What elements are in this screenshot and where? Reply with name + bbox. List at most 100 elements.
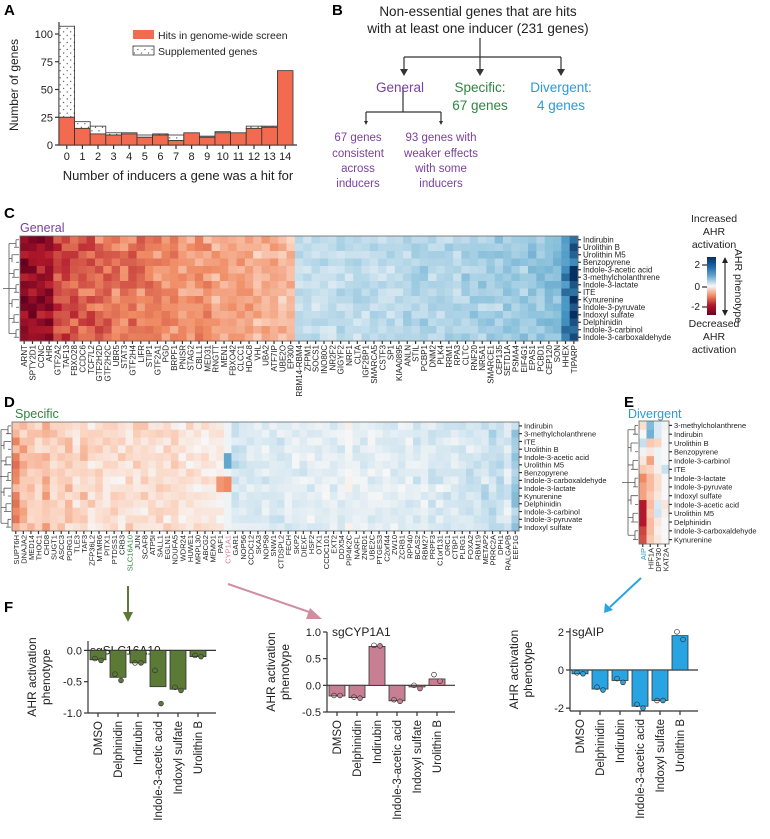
heatmap-cell: [216, 499, 225, 509]
heatmap-cell: [133, 429, 142, 438]
heatmap-cell: [488, 476, 497, 485]
column-label: TCF7L2: [87, 344, 96, 373]
heatmap-cell: [87, 453, 96, 462]
heatmap-cell: [378, 333, 387, 342]
heatmap-cell: [111, 258, 121, 267]
heatmap-cell: [436, 318, 446, 327]
heatmap-cell: [236, 236, 246, 244]
heatmap-cell: [511, 460, 520, 470]
data-point: [371, 642, 377, 649]
heatmap-cell: [12, 507, 20, 516]
sub1-line1: 67 genes: [334, 132, 382, 144]
heatmap-cell: [478, 273, 487, 282]
heatmap-cell: [428, 492, 437, 501]
heatmap-cell: [361, 236, 371, 244]
heatmap-cell: [413, 460, 422, 470]
column-label: SLC16A10: [125, 535, 134, 571]
heatmap-cell: [654, 535, 662, 545]
heatmap-cell: [223, 437, 232, 446]
panel-label-f: F: [4, 599, 13, 616]
heatmap-cell: [386, 333, 396, 342]
heatmap-cell: [223, 476, 232, 485]
heatmap-cell: [186, 515, 195, 524]
heatmap-cell: [223, 515, 232, 524]
bar: [631, 669, 649, 707]
row-label: Kynurenine: [674, 535, 712, 544]
heatmap-cell: [119, 266, 129, 274]
heatmap-cell: [481, 460, 490, 470]
heatmap-cell: [27, 422, 36, 431]
column-label: GIGYF2: [337, 344, 346, 374]
heatmap-cell: [319, 303, 329, 312]
heatmap-cell: [639, 464, 647, 475]
heatmap-cell: [87, 507, 96, 516]
heatmap-cell: [201, 445, 210, 454]
heatmap-cell: [36, 303, 46, 312]
heatmap-cell: [390, 460, 399, 470]
column-label: EGLN1: [163, 535, 172, 560]
heatmap-cell: [78, 318, 88, 327]
heatmap-cell: [244, 318, 254, 327]
heatmap-cell: [528, 281, 537, 289]
heatmap-cell: [353, 273, 362, 282]
heatmap-cell: [12, 445, 20, 454]
row-label: ITE: [524, 437, 536, 446]
row-label: Indole-3-acetic acid: [524, 453, 589, 462]
column-label: TLE3: [72, 535, 81, 553]
heatmap-cell: [494, 318, 504, 327]
heatmap-cell: [569, 258, 579, 267]
heatmap-cell: [211, 288, 221, 297]
heatmap-cell: [561, 281, 571, 289]
heatmap-cell: [390, 499, 399, 509]
heatmap-cell: [12, 422, 20, 431]
heatmap-cell: [503, 311, 512, 319]
heatmap-cell: [314, 484, 323, 493]
heatmap-cell: [646, 500, 655, 510]
heatmap-cell: [328, 236, 337, 244]
heatmap-cell: [453, 288, 462, 297]
heatmap-cell: [307, 484, 316, 493]
bar: [428, 678, 446, 686]
heatmap-cell: [511, 311, 521, 319]
heatmap-cell: [488, 437, 497, 446]
heatmap-cell: [322, 468, 331, 477]
heatmap-cell: [561, 243, 571, 252]
heatmap-cell: [261, 484, 270, 493]
heatmap-cell: [170, 507, 179, 516]
heatmap-cell: [503, 318, 512, 327]
heatmap-cell: [536, 333, 546, 342]
heatmap-cell: [186, 333, 196, 342]
column-label: GTF2H2D: [95, 345, 104, 382]
heatmap-cell: [94, 296, 104, 304]
heatmap-cell: [201, 507, 210, 516]
heatmap-cell: [94, 266, 104, 274]
heatmap-cell: [367, 499, 376, 509]
heatmap-cell: [161, 281, 171, 289]
heatmap-cell: [178, 453, 187, 462]
row-label: Indirubin: [583, 236, 614, 245]
heatmap-cell: [228, 281, 237, 289]
heatmap-cell: [269, 507, 278, 516]
column-label: EEF1G: [511, 535, 520, 560]
heatmap-cell: [314, 492, 323, 501]
heatmap-cell: [536, 258, 546, 267]
heatmap-cell: [319, 266, 329, 274]
heatmap-cell: [654, 500, 662, 510]
heatmap-cell: [311, 273, 321, 282]
heatmap-cell: [276, 492, 285, 501]
heatmap-cell: [299, 476, 308, 485]
heatmap-cell: [53, 303, 63, 312]
heatmap-cell: [211, 266, 221, 274]
heatmap-cell: [169, 258, 179, 267]
heatmap-cell: [119, 281, 129, 289]
data-point: [640, 705, 646, 711]
tree-lines: [365, 38, 562, 122]
row-label: Indoxyl sulfate: [674, 491, 722, 500]
heatmap-cell: [367, 460, 376, 470]
heatmap-cell: [19, 507, 28, 516]
heatmap-cell: [94, 258, 104, 267]
heatmap-cell: [420, 437, 429, 446]
column-label: SKP2: [292, 535, 301, 554]
data-point: [674, 629, 680, 635]
heatmap-cell: [473, 437, 482, 446]
